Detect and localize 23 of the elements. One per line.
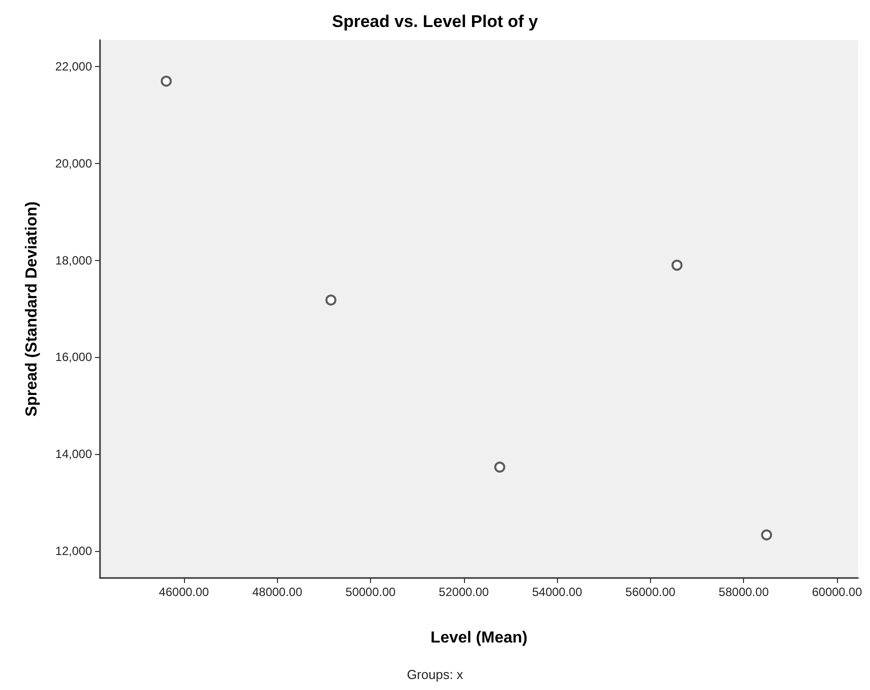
y-tick-label: 20,000 xyxy=(55,156,92,170)
y-tick-label: 18,000 xyxy=(55,253,92,268)
y-tick-label: 22,000 xyxy=(55,60,92,74)
y-tick-label: 12,000 xyxy=(55,544,92,558)
x-tick-label: 58000.00 xyxy=(718,585,770,599)
y-axis-title: Spread (Standard Deviation) xyxy=(24,201,40,417)
x-tick-label: 48000.00 xyxy=(252,585,303,599)
chart-title: Spread vs. Level Plot of y xyxy=(332,12,539,31)
point xyxy=(325,294,336,306)
x-tick-label: 46000.00 xyxy=(158,585,210,599)
point xyxy=(761,529,772,540)
y-tick-label: 16,000 xyxy=(55,350,92,364)
x-tick-label: 56000.00 xyxy=(625,585,676,599)
x-tick-label: 60000.00 xyxy=(812,585,862,599)
x-tick-label: 54000.00 xyxy=(532,585,582,599)
y-tick-label: 14,000 xyxy=(55,447,92,462)
point xyxy=(494,462,506,473)
x-axis-title: Level (Mean) xyxy=(430,630,528,646)
point xyxy=(672,260,683,271)
point xyxy=(160,76,172,87)
x-tick-label: 50000.00 xyxy=(346,585,396,599)
text: Groups: x xyxy=(406,667,464,682)
x-tick-label: 52000.00 xyxy=(438,585,490,599)
